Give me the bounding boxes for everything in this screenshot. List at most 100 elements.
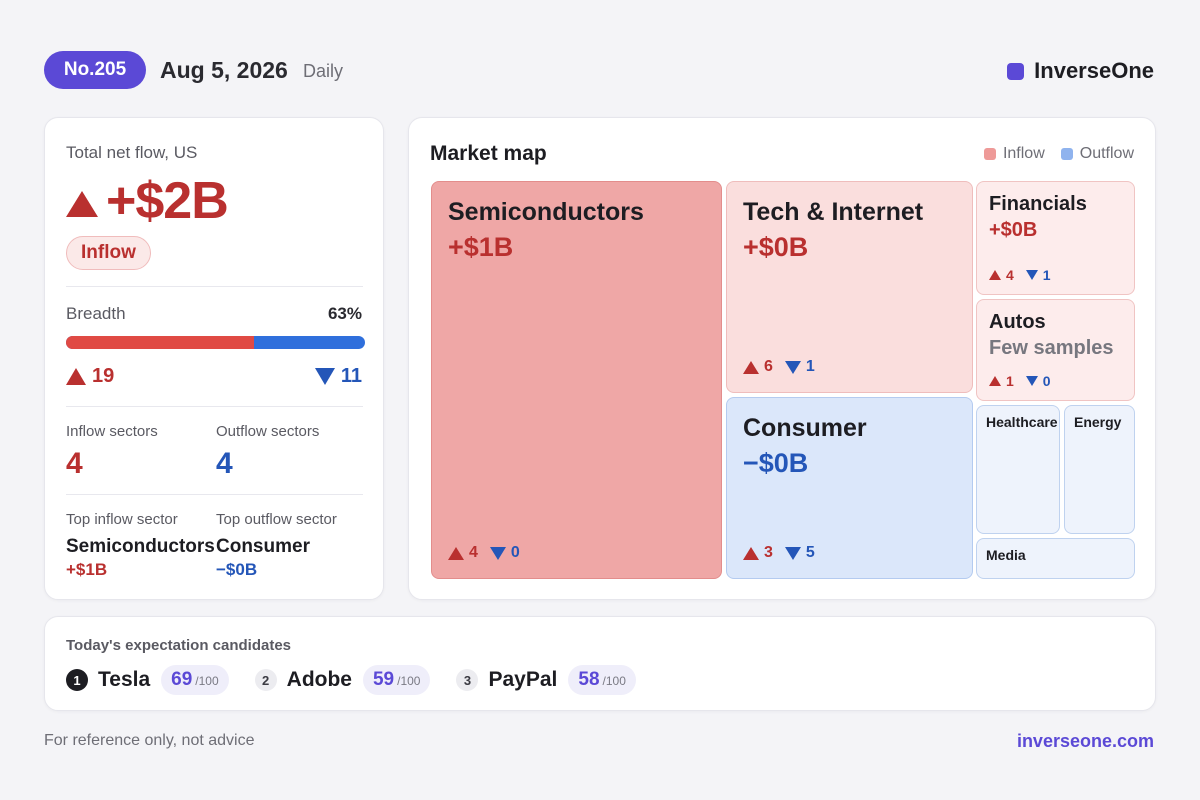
brand: InverseOne [1007,58,1154,84]
divider [66,494,363,495]
top-inflow-value: +$1B [66,560,108,579]
up-triangle-icon [743,546,759,560]
candidate-name: Tesla [98,668,151,691]
report-frequency: Daily [303,61,344,81]
candidates-title: Today's expectation candidates [66,637,292,654]
score-value: 59 [372,669,395,690]
brand-logo-icon [1007,62,1025,80]
legend-inflow: Inflow [983,145,1045,163]
tile-tech-internet-name: Tech & Internet [743,198,924,226]
legend-outflow: Outflow [1060,145,1134,163]
tile-financials-name: Financials [989,193,1087,215]
breadth-bar [66,336,365,349]
tile-consumer-counts: 3 5 [743,544,815,562]
tile-consumer[interactable]: Consumer −$0B 3 5 [726,397,973,579]
down-triangle-icon [314,368,335,385]
down-count: 0 [1042,373,1051,389]
decliners-count: 11 [314,365,362,388]
tile-healthcare-name: Healthcare [986,414,1058,430]
advancers-value: 19 [92,365,115,387]
up-triangle-icon [66,191,98,217]
down-triangle-icon [784,360,801,374]
tile-media-name: Media [986,547,1026,563]
divider [66,286,363,287]
down-count: 0 [510,544,520,561]
tile-media[interactable]: Media [976,538,1135,579]
tile-financials-value: +$0B [989,219,1038,241]
breadth-bar-fill [66,336,255,349]
tile-energy-name: Energy [1074,414,1122,430]
up-count: 1 [1006,373,1014,389]
up-count: 3 [764,544,773,561]
down-count: 1 [1042,267,1051,283]
top-inflow-label: Top inflow sector [66,511,178,528]
score-value: 58 [578,669,600,690]
down-triangle-icon [1025,376,1038,386]
candidates-list: 1 Tesla 69 /100 2 Adobe 59 /100 3 PayPal… [66,665,662,695]
expectation-candidates-card: Today's expectation candidates 1 Tesla 6… [44,616,1156,711]
market-map-card: Market map Inflow Outflow Semiconductors… [408,117,1156,600]
up-triangle-icon [989,270,1001,280]
tile-consumer-value: −$0B [743,448,809,478]
decliners-value: 11 [340,365,362,387]
candidate-name: Adobe [286,668,352,691]
tile-semiconductors-value: +$1B [448,232,514,262]
top-outflow-sector: Consumer [216,536,310,557]
candidate-item[interactable]: 1 Tesla 69 /100 [66,665,229,695]
score-max: /100 [602,674,626,688]
up-triangle-icon [989,376,1001,386]
tile-financials-counts: 4 1 [989,267,1051,283]
candidate-rank: 2 [254,669,277,691]
up-count: 4 [469,544,478,561]
down-count: 1 [805,358,815,375]
divider [66,406,363,407]
up-count: 6 [764,358,773,375]
tile-tech-internet-counts: 6 1 [743,358,815,376]
inflow-sectors-label: Inflow sectors [66,423,158,440]
candidate-score: 59 /100 [362,665,431,695]
breadth-percentage: 63% [327,304,362,323]
market-map-title: Market map [430,142,547,165]
flow-direction-badge: Inflow [66,236,151,270]
top-outflow-value: −$0B [216,560,258,579]
advancers-count: 19 [66,365,114,388]
up-triangle-icon [743,360,759,374]
tile-autos-counts: 1 0 [989,373,1051,389]
candidate-score: 69 /100 [161,665,229,695]
tile-consumer-name: Consumer [743,414,867,442]
report-date: Aug 5, 2026 [160,57,288,83]
net-flow-summary-card: Total net flow, US +$2B Inflow Breadth 6… [44,117,384,600]
up-count: 4 [1006,267,1014,283]
tile-tech-internet-value: +$0B [743,232,809,262]
tile-healthcare[interactable]: Healthcare [976,405,1060,534]
site-link[interactable]: inverseone.com [1016,731,1154,751]
score-max: /100 [195,674,219,688]
candidate-rank: 1 [66,669,88,691]
legend-outflow-swatch [1060,148,1073,160]
score-max: /100 [397,674,421,688]
market-map-legend: Inflow Outflow [983,145,1134,163]
net-flow-value: +$2B [66,171,229,231]
top-outflow-label: Top outflow sector [216,511,337,528]
tile-semiconductors-name: Semiconductors [448,198,644,226]
down-triangle-icon [489,546,506,560]
brand-name: InverseOne [1034,58,1154,83]
candidate-item[interactable]: 2 Adobe 59 /100 [254,665,431,695]
up-triangle-icon [66,368,86,385]
tile-financials[interactable]: Financials +$0B 4 1 [976,181,1135,295]
down-count: 5 [805,544,815,561]
tile-energy[interactable]: Energy [1064,405,1135,534]
tile-tech-internet[interactable]: Tech & Internet +$0B 6 1 [726,181,973,393]
tile-autos-name: Autos [989,311,1046,333]
candidate-item[interactable]: 3 PayPal 58 /100 [456,665,636,695]
legend-inflow-swatch [983,148,996,160]
inflow-sectors-count: 4 [66,447,83,480]
disclaimer: For reference only, not advice [44,732,255,749]
tile-semiconductors[interactable]: Semiconductors +$1B 4 0 [431,181,722,579]
down-triangle-icon [1025,270,1038,280]
tile-autos-value: Few samples [989,337,1114,359]
tile-autos[interactable]: Autos Few samples 1 0 [976,299,1135,401]
breadth-label: Breadth [66,304,126,323]
candidate-name: PayPal [488,668,558,691]
top-inflow-sector: Semiconductors [66,536,215,557]
